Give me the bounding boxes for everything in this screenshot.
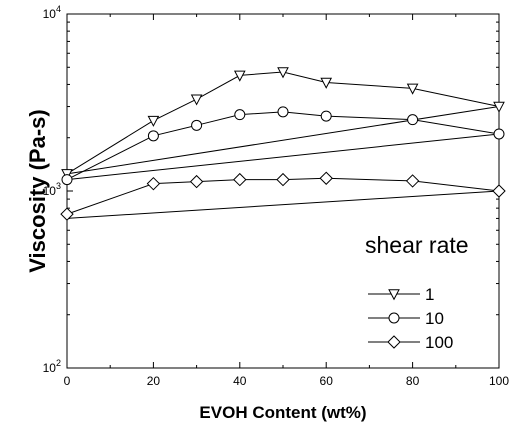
data-point-10 [61,174,73,186]
data-point-100 [233,172,247,187]
data-point-1 [320,77,333,89]
baseline-10 [66,133,500,181]
data-point-10 [320,110,332,122]
legend-title: shear rate [365,232,469,258]
series-line-10 [66,111,500,181]
data-point-100 [492,184,506,198]
legend-label: 100 [425,333,453,352]
data-point-10 [493,128,505,140]
data-point-1 [406,83,419,95]
data-point-1 [190,94,203,106]
series-group [60,67,506,221]
blend-baselines [66,106,500,219]
data-point-100 [60,207,74,221]
data-point-100 [319,171,333,185]
data-point-100 [405,174,420,188]
x-tick-label: 80 [406,374,420,388]
x-tick-label: 100 [489,374,509,388]
data-point-1 [233,70,246,82]
legend: shear rate 1 10 100 [365,232,469,352]
x-tick-label: 20 [147,374,161,388]
data-point-10 [191,119,203,131]
x-tick-label: 0 [64,374,71,388]
baseline-100 [66,190,500,219]
legend-marker-100 [387,335,401,349]
series-line-1 [66,71,500,175]
y-tick-label: 104 [43,4,61,21]
data-point-1 [147,115,160,127]
legend-marker-10 [388,312,400,324]
data-point-10 [277,106,289,118]
baseline-1 [66,106,500,175]
x-tick-label: 40 [233,374,247,388]
legend-label: 10 [425,309,444,328]
series-line-100 [66,177,500,215]
data-point-100 [276,172,290,187]
data-point-1 [493,101,505,113]
y-axis-title: Viscosity (Pa-s) [25,109,50,272]
legend-label: 1 [425,285,434,304]
legend-marker-1 [388,289,400,301]
data-point-100 [189,174,204,189]
y-tick-label: 102 [43,358,61,375]
axis-ticks: 0 20 40 60 80 100 102 103 104 [43,4,510,388]
x-axis-title: EVOH Content (wt%) [199,403,366,422]
data-point-10 [234,109,246,121]
y-tick-label: 103 [43,181,61,198]
data-point-1 [277,67,289,79]
data-point-100 [146,176,161,191]
data-point-10 [147,130,159,142]
data-point-10 [407,114,419,126]
x-tick-label: 60 [320,374,334,388]
